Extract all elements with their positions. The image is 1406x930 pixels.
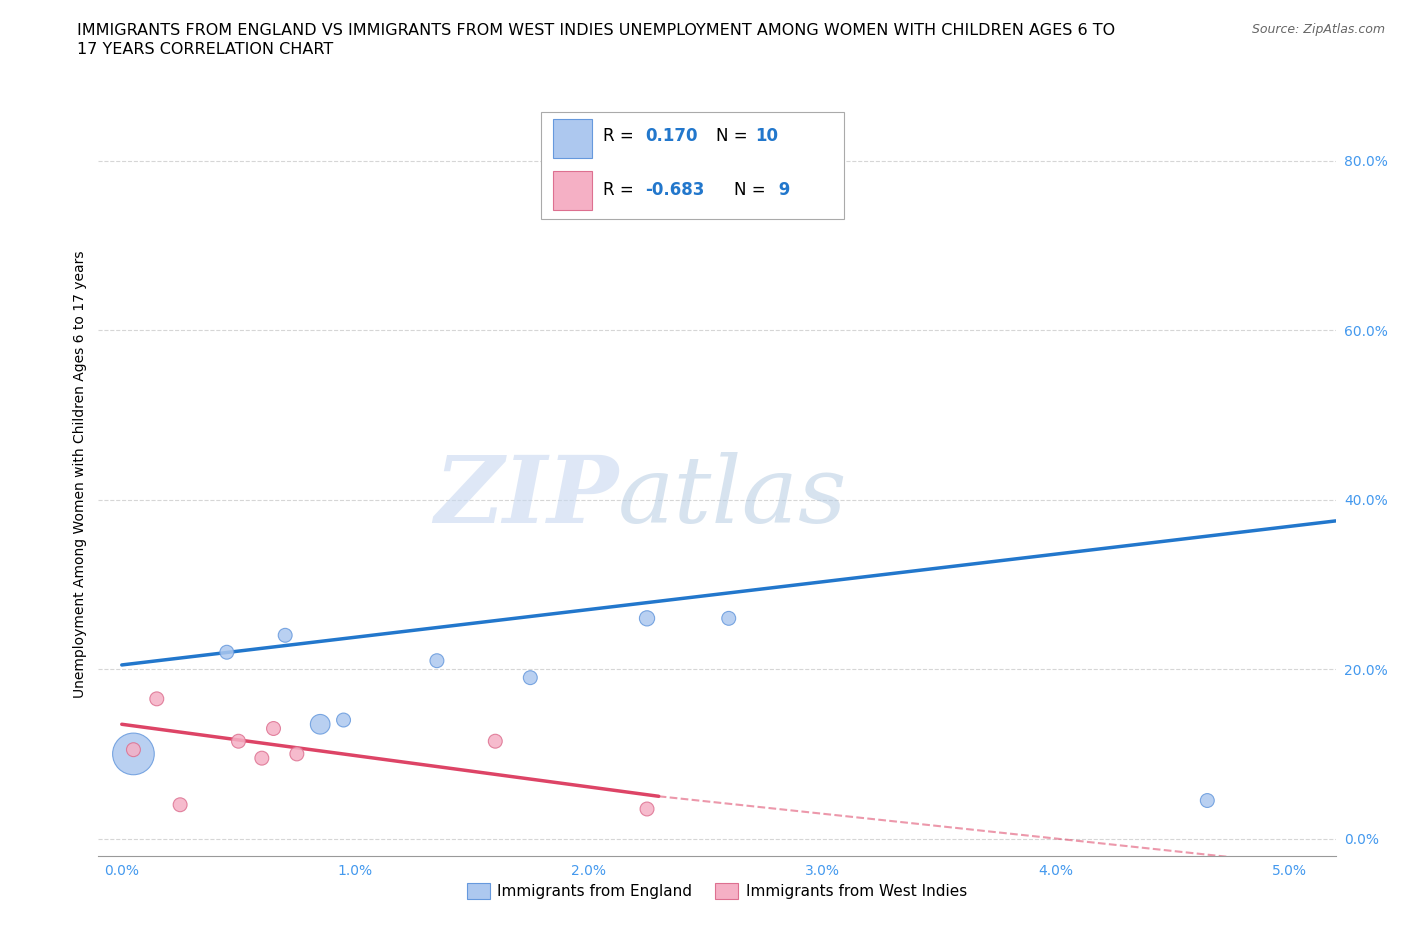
Point <box>309 717 332 732</box>
Point <box>274 628 297 643</box>
Point <box>717 611 740 626</box>
Text: ZIP: ZIP <box>434 452 619 542</box>
Point <box>146 691 169 706</box>
Text: N =: N = <box>734 180 765 199</box>
Point <box>636 802 658 817</box>
Point <box>169 797 191 812</box>
Point <box>1197 793 1219 808</box>
Text: 0.170: 0.170 <box>645 127 697 145</box>
Text: 9: 9 <box>773 180 790 199</box>
Text: 17 YEARS CORRELATION CHART: 17 YEARS CORRELATION CHART <box>77 42 333 57</box>
Text: 10: 10 <box>755 127 778 145</box>
Point <box>122 742 145 757</box>
Point <box>332 712 354 727</box>
Point <box>519 671 541 685</box>
Point <box>285 747 308 762</box>
Point <box>215 644 238 659</box>
Text: IMMIGRANTS FROM ENGLAND VS IMMIGRANTS FROM WEST INDIES UNEMPLOYMENT AMONG WOMEN : IMMIGRANTS FROM ENGLAND VS IMMIGRANTS FR… <box>77 23 1115 38</box>
Point <box>263 721 285 736</box>
Point <box>484 734 506 749</box>
Text: Source: ZipAtlas.com: Source: ZipAtlas.com <box>1251 23 1385 36</box>
Text: atlas: atlas <box>619 452 848 542</box>
Legend: Immigrants from England, Immigrants from West Indies: Immigrants from England, Immigrants from… <box>461 877 973 905</box>
Point <box>426 653 449 668</box>
Y-axis label: Unemployment Among Women with Children Ages 6 to 17 years: Unemployment Among Women with Children A… <box>73 250 87 698</box>
Point <box>122 747 145 762</box>
Text: N =: N = <box>716 127 747 145</box>
Point <box>250 751 273 765</box>
Point <box>228 734 250 749</box>
Text: -0.683: -0.683 <box>645 180 704 199</box>
Point <box>636 611 658 626</box>
Text: R =: R = <box>603 127 634 145</box>
Text: R =: R = <box>603 180 634 199</box>
